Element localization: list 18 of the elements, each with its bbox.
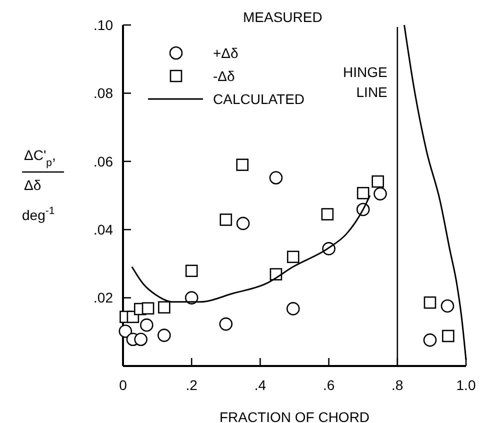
legend-label: +Δδ [213, 44, 239, 61]
x-tick-label: .2 [186, 377, 198, 393]
y-tick-label: .10 [94, 16, 114, 33]
y-tick-label: .02 [94, 290, 114, 306]
y-tick-label: .04 [94, 222, 114, 238]
x-tick-label: 1.0 [456, 377, 476, 393]
legend-title: MEASURED [243, 9, 322, 25]
text: ΔC'$_{p}$, Δδ deg$^{-1}$ [22, 147, 56, 223]
x-tick-label: .6 [322, 377, 335, 393]
x-tick-label: .4 [254, 377, 266, 393]
x-axis-title: FRACTION OF CHORD [219, 409, 370, 423]
x-tick-label: 0 [119, 377, 128, 393]
x-tick-label: .8 [392, 377, 404, 393]
y-tick-label: .06 [94, 153, 114, 170]
legend-label: CALCULATED [213, 90, 305, 107]
ref-line-label: HINGE LINE [343, 64, 388, 100]
y-tick-label: .08 [94, 85, 114, 102]
legend-label: -Δδ [213, 68, 236, 84]
